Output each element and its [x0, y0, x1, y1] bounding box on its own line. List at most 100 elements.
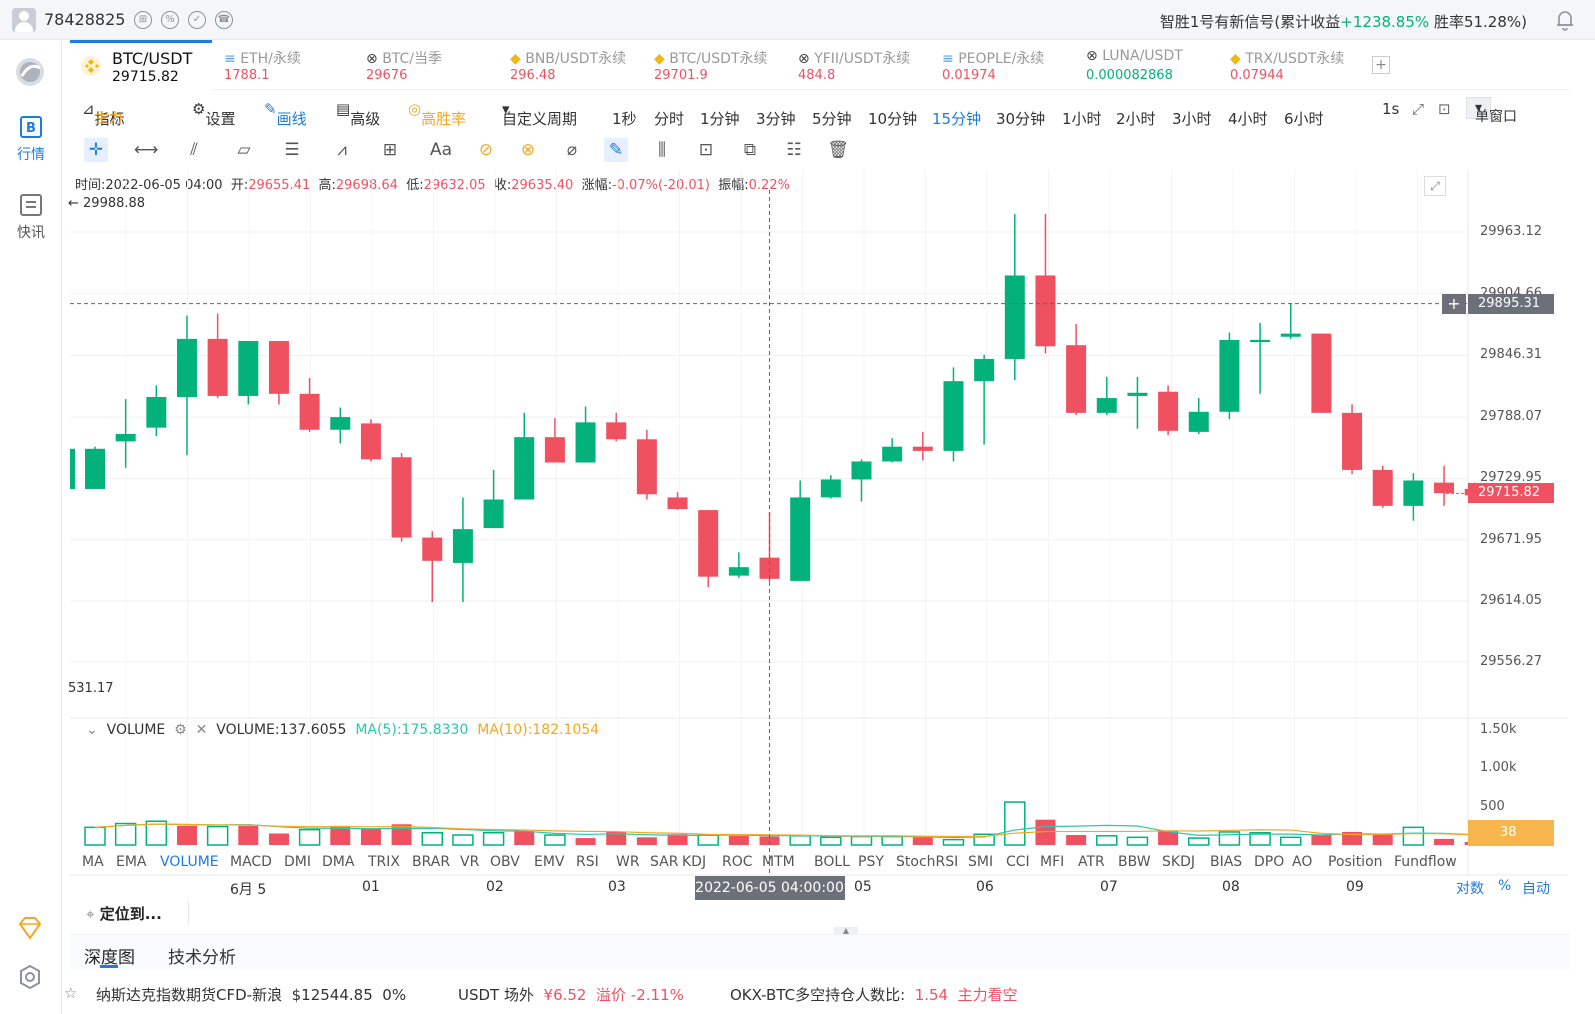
tab-btc-quarter[interactable]: ⊗ BTC/当季 29676: [366, 40, 496, 90]
signal-notice[interactable]: 智胜1号有新信号(累计收益+1238.85% 胜率51.28%): [1159, 13, 1527, 31]
indicator-tab-emv[interactable]: EMV: [534, 854, 565, 870]
trend-line-icon[interactable]: ⫽: [190, 140, 198, 160]
period-0[interactable]: 1秒: [612, 110, 637, 128]
user-avatar-icon[interactable]: [12, 8, 36, 32]
screenshot-icon[interactable]: ⊡: [1438, 100, 1451, 118]
period-6[interactable]: 15分钟: [932, 110, 982, 128]
indicator-tab-trix[interactable]: TRIX: [368, 854, 400, 870]
bell-icon[interactable]: [1555, 9, 1575, 31]
tab-bnb[interactable]: ◆ BNB/USDT永续 296.48: [510, 40, 640, 90]
collapse-icon[interactable]: ⌄: [86, 722, 98, 738]
copy-icon[interactable]: ⧉: [743, 140, 757, 160]
indicator-tab-vr[interactable]: VR: [460, 854, 480, 870]
link-icon[interactable]: ⊗: [520, 140, 536, 160]
tab-yfii[interactable]: ⊗ YFII/USDT永续 484.8: [798, 40, 928, 90]
pattern-icon[interactable]: ⩘: [337, 140, 347, 160]
indicator-tab-mfi[interactable]: MFI: [1040, 854, 1065, 870]
ticker-item[interactable]: OKX-BTC多空持仓人数比: 1.54 主力看空: [730, 986, 1018, 1004]
text-icon[interactable]: Aa: [429, 140, 453, 160]
indicator-tab-skdj[interactable]: SKDJ: [1162, 854, 1195, 870]
vip-icon[interactable]: ⊞: [134, 11, 152, 29]
indicator-tab-cci[interactable]: CCI: [1006, 854, 1030, 870]
indicator-tab-boll[interactable]: BOLL: [814, 854, 850, 870]
indicator-tab-stochrsi[interactable]: StochRSI: [896, 854, 959, 870]
period-4[interactable]: 5分钟: [812, 110, 852, 128]
tab-people[interactable]: ≡ PEOPLE/永续 0.01974: [942, 40, 1072, 90]
indicator-tab-psy[interactable]: PSY: [858, 854, 884, 870]
indicator-tab-rsi[interactable]: RSI: [576, 854, 599, 870]
indicator-tab-mtm[interactable]: MTM: [762, 854, 795, 870]
indicator-tab-ma[interactable]: MA: [82, 854, 104, 870]
ticker-item[interactable]: USDT 场外 ¥6.52 溢价 -2.11%: [458, 986, 684, 1004]
measure-icon[interactable]: ⊞: [382, 140, 398, 160]
indicator-tab-atr[interactable]: ATR: [1078, 854, 1105, 870]
indicator-tab-dpo[interactable]: DPO: [1254, 854, 1285, 870]
settings-icon[interactable]: [17, 964, 43, 990]
parallel-lines-icon[interactable]: ☰: [284, 140, 300, 160]
indicator-tab-dmi[interactable]: DMI: [284, 854, 311, 870]
indicator-tab-macd[interactable]: MACD: [230, 854, 272, 870]
indicator-tab-bias[interactable]: BIAS: [1210, 854, 1243, 870]
line-segment-icon[interactable]: ⟷: [134, 140, 159, 160]
indicator-tab-dma[interactable]: DMA: [322, 854, 355, 870]
candlestick-chart[interactable]: [70, 170, 1568, 876]
rectangle-icon[interactable]: ▱: [237, 140, 251, 160]
add-alert-button[interactable]: +: [1442, 293, 1466, 314]
period-2[interactable]: 1分钟: [700, 110, 740, 128]
period-11[interactable]: 4小时: [1228, 110, 1268, 128]
indicator-tab-wr[interactable]: WR: [616, 854, 640, 870]
period-1[interactable]: 分时: [654, 110, 685, 128]
locate-button[interactable]: ⌖ 定位到...: [86, 905, 162, 923]
tab-btc-usdt[interactable]: BTC/USDT 29715.82: [70, 40, 212, 90]
indicator-tab-brar[interactable]: BRAR: [412, 854, 451, 870]
period-3[interactable]: 3分钟: [756, 110, 796, 128]
custom-period-select[interactable]: 自定义周期 ▾: [502, 100, 578, 128]
indicator-tab-bbw[interactable]: BBW: [1118, 854, 1151, 870]
sidebar-item-market[interactable]: B 行情: [0, 114, 62, 164]
fullscreen-icon[interactable]: ⤢: [1412, 100, 1425, 118]
settings-button[interactable]: ⚙ 设置: [192, 100, 236, 128]
period-5[interactable]: 10分钟: [868, 110, 918, 128]
tab-eth[interactable]: ≡ ETH/永续 1788.1: [224, 40, 354, 90]
auto-scale-toggle[interactable]: 自动: [1522, 881, 1550, 897]
period-12[interactable]: 6小时: [1284, 110, 1324, 128]
indicator-tab-volume[interactable]: VOLUME: [160, 854, 219, 870]
add-tab-button[interactable]: +: [1372, 56, 1390, 74]
ticker-item[interactable]: 纳斯达克指数期货CFD-新浪 $12544.85 0%: [96, 986, 407, 1004]
indicator-tab-kdj[interactable]: KDJ: [682, 854, 707, 870]
discount-icon[interactable]: %: [161, 11, 179, 29]
indicator-tab-obv[interactable]: OBV: [490, 854, 520, 870]
percent-scale-toggle[interactable]: %: [1498, 878, 1512, 894]
advanced-button[interactable]: ▤ 高级: [336, 100, 381, 128]
period-7[interactable]: 30分钟: [996, 110, 1046, 128]
volume-settings-icon[interactable]: ⚙: [174, 722, 187, 738]
log-scale-toggle[interactable]: 对数: [1456, 881, 1484, 897]
indicator-button[interactable]: ⊿ 指标 主力: [82, 100, 125, 128]
indicator-tab-roc[interactable]: ROC: [722, 854, 753, 870]
indicator-tab-ema[interactable]: EMA: [116, 854, 147, 870]
chart-fullscreen-icon[interactable]: ⤢: [1424, 176, 1446, 196]
volume-close-icon[interactable]: ✕: [195, 722, 208, 738]
tab-depth[interactable]: 深度图: [84, 948, 135, 968]
trash-icon[interactable]: 🗑: [827, 140, 849, 160]
period-8[interactable]: 1小时: [1062, 110, 1102, 128]
phone-icon[interactable]: ☎: [215, 11, 233, 29]
tab-btc-perp[interactable]: ◆ BTC/USDT永续 29701.9: [654, 40, 784, 90]
continuous-draw-icon[interactable]: ✎: [604, 138, 628, 162]
realtime-period[interactable]: 1s: [1382, 100, 1400, 118]
logo-icon[interactable]: [14, 56, 46, 88]
window-mode-select[interactable]: 单窗口 ▾: [1466, 97, 1517, 125]
indicator-tab-sar[interactable]: SAR: [650, 854, 679, 870]
draw-button[interactable]: ✎ 画线: [264, 100, 307, 128]
edit-list-icon[interactable]: ☷: [786, 140, 802, 160]
indicator-tab-smi[interactable]: SMI: [968, 854, 994, 870]
diamond-icon[interactable]: [17, 916, 43, 940]
compass-icon[interactable]: ✓: [188, 11, 206, 29]
tab-technical[interactable]: 技术分析: [168, 948, 236, 968]
crosshair-icon[interactable]: ✛: [84, 138, 108, 162]
period-10[interactable]: 3小时: [1172, 110, 1212, 128]
indicator-tab-fundflow[interactable]: Fundflow: [1394, 854, 1457, 870]
expand-handle[interactable]: ▲: [834, 927, 858, 935]
tab-trx[interactable]: ◆ TRX/USDT永续 0.07944: [1230, 40, 1360, 90]
candle-style-icon[interactable]: ⫼: [658, 140, 666, 160]
